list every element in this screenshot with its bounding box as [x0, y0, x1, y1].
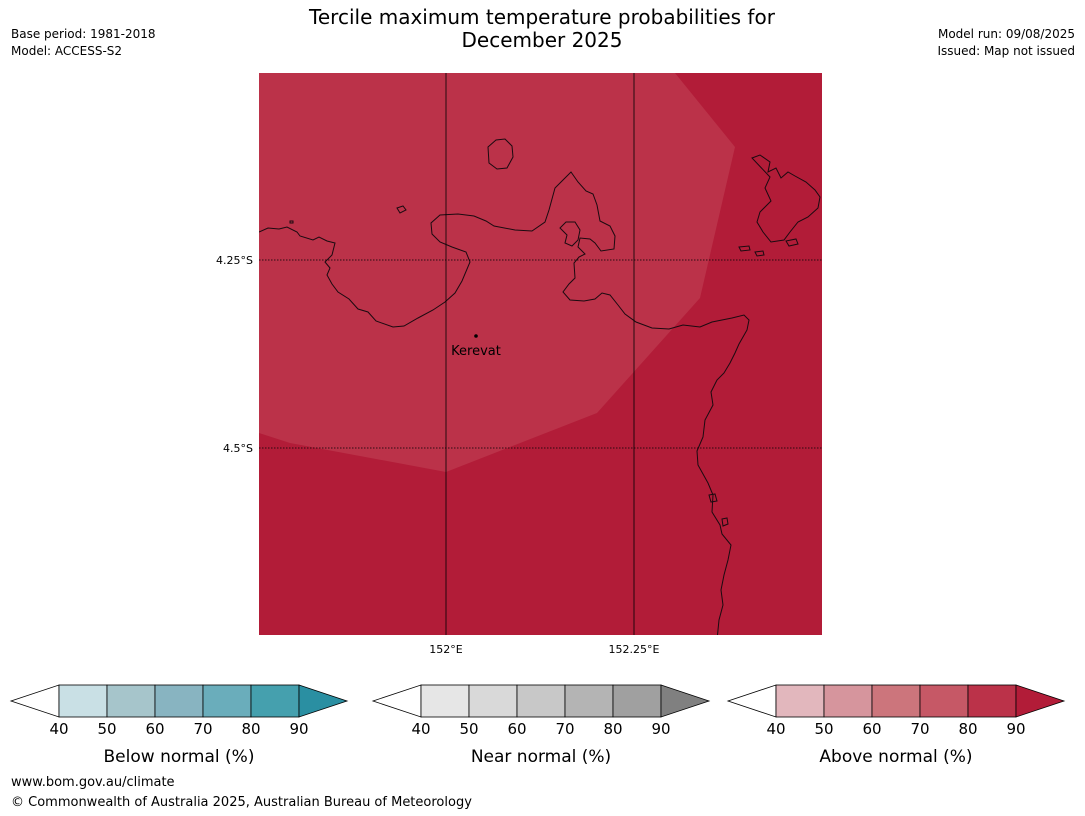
main-island-coast — [259, 171, 750, 635]
colorbar-segment — [516, 684, 566, 718]
colorbar-1: 40 50 60 70 80 90 Below normal (%) — [9, 684, 349, 767]
colorbar-low-extension — [371, 684, 422, 718]
lon-label-152: 152°E — [429, 643, 462, 656]
colorbar-low-extension — [9, 684, 60, 718]
map-title: Tercile maximum temperature probabilitie… — [242, 6, 842, 52]
map-panel — [259, 73, 822, 635]
colorbar-tick-label: 60 — [145, 720, 164, 738]
lon-label-152-25: 152.25°E — [609, 643, 660, 656]
colorbar-low-extension — [726, 684, 777, 718]
colorbar-tick-label: 50 — [97, 720, 116, 738]
colorbar-tick-label: 40 — [411, 720, 430, 738]
colorbar-segment — [58, 684, 108, 718]
islet-dot — [289, 220, 294, 224]
islet-east-5 — [721, 517, 729, 527]
inner-bay-coast — [559, 221, 581, 247]
meta-left: Base period: 1981-2018 Model: ACCESS-S2 — [11, 26, 156, 60]
title-line-1: Tercile maximum temperature probabilitie… — [309, 5, 775, 29]
issued-text: Issued: Map not issued — [937, 44, 1075, 58]
colorbar-segment — [967, 684, 1017, 718]
colorbar-segment — [106, 684, 156, 718]
colorbar-segment — [871, 684, 921, 718]
colorbar-segment — [154, 684, 204, 718]
colorbar-segment — [202, 684, 252, 718]
colorbar-segment — [564, 684, 614, 718]
colorbar-segment — [775, 684, 825, 718]
colorbar-segment — [468, 684, 518, 718]
colorbar-tick-label: 80 — [241, 720, 260, 738]
title-line-2: December 2025 — [461, 28, 623, 52]
islet-east-1 — [738, 245, 751, 252]
lat-label-4-25: 4.25°S — [216, 254, 253, 267]
colorbar-tick-label: 80 — [603, 720, 622, 738]
kerevat-marker — [474, 334, 478, 338]
model-text: Model: ACCESS-S2 — [11, 44, 123, 58]
colorbar-high-extension — [298, 684, 349, 718]
colorbar-label: Below normal (%) — [104, 747, 255, 767]
colorbar-segment — [250, 684, 300, 718]
footer-copyright: © Commonwealth of Australia 2025, Austra… — [11, 795, 472, 810]
colorbar-3: 40 50 60 70 80 90 Above normal (%) — [726, 684, 1066, 767]
lat-label-4-5: 4.5°S — [223, 442, 253, 455]
colorbar-high-extension — [1015, 684, 1066, 718]
colorbar-tick-label: 70 — [910, 720, 929, 738]
graticule — [259, 73, 822, 635]
colorbar-tick-label: 40 — [49, 720, 68, 738]
colorbar-2: 40 50 60 70 80 90 Near normal (%) — [371, 684, 711, 767]
coastline — [259, 138, 821, 635]
colorbar-tick-label: 50 — [814, 720, 833, 738]
colorbar-tick-label: 80 — [958, 720, 977, 738]
model-run-text: Model run: 09/08/2025 — [937, 27, 1075, 41]
footer-url: www.bom.gov.au/climate — [11, 775, 175, 790]
colorbar-tick-label: 60 — [862, 720, 881, 738]
islet-east-2 — [754, 250, 765, 257]
colorbar-segment — [919, 684, 969, 718]
colorbar-tick-label: 70 — [193, 720, 212, 738]
colorbar-segment — [823, 684, 873, 718]
colorbar-tick-label: 90 — [1006, 720, 1025, 738]
map-fill-80-90 — [259, 73, 735, 472]
colorbar-segment — [612, 684, 662, 718]
colorbar-legends: 40 50 60 70 80 90 Below normal (%) 40 50 60 70 80 90… — [9, 684, 1066, 767]
colorbar-tick-label: 90 — [289, 720, 308, 738]
colorbar-label: Near normal (%) — [471, 747, 611, 767]
colorbar-high-extension — [660, 684, 711, 718]
colorbar-segment — [420, 684, 470, 718]
colorbar-tick-label: 60 — [507, 720, 526, 738]
colorbar-tick-label: 70 — [555, 720, 574, 738]
islet-east-4 — [708, 493, 718, 503]
colorbar-tick-label: 90 — [651, 720, 670, 738]
duke-of-york-islands — [751, 154, 821, 243]
colorbar-label: Above normal (%) — [819, 747, 972, 767]
islet-west — [396, 205, 407, 214]
meta-right: Model run: 09/08/2025 Issued: Map not is… — [937, 26, 1075, 60]
colorbar-tick-label: 50 — [459, 720, 478, 738]
small-island-north — [487, 138, 514, 170]
colorbar-tick-label: 40 — [766, 720, 785, 738]
islet-east-3 — [785, 238, 799, 247]
place-label-kerevat: Kerevat — [451, 344, 501, 359]
base-period-text: Base period: 1981-2018 — [11, 27, 156, 41]
